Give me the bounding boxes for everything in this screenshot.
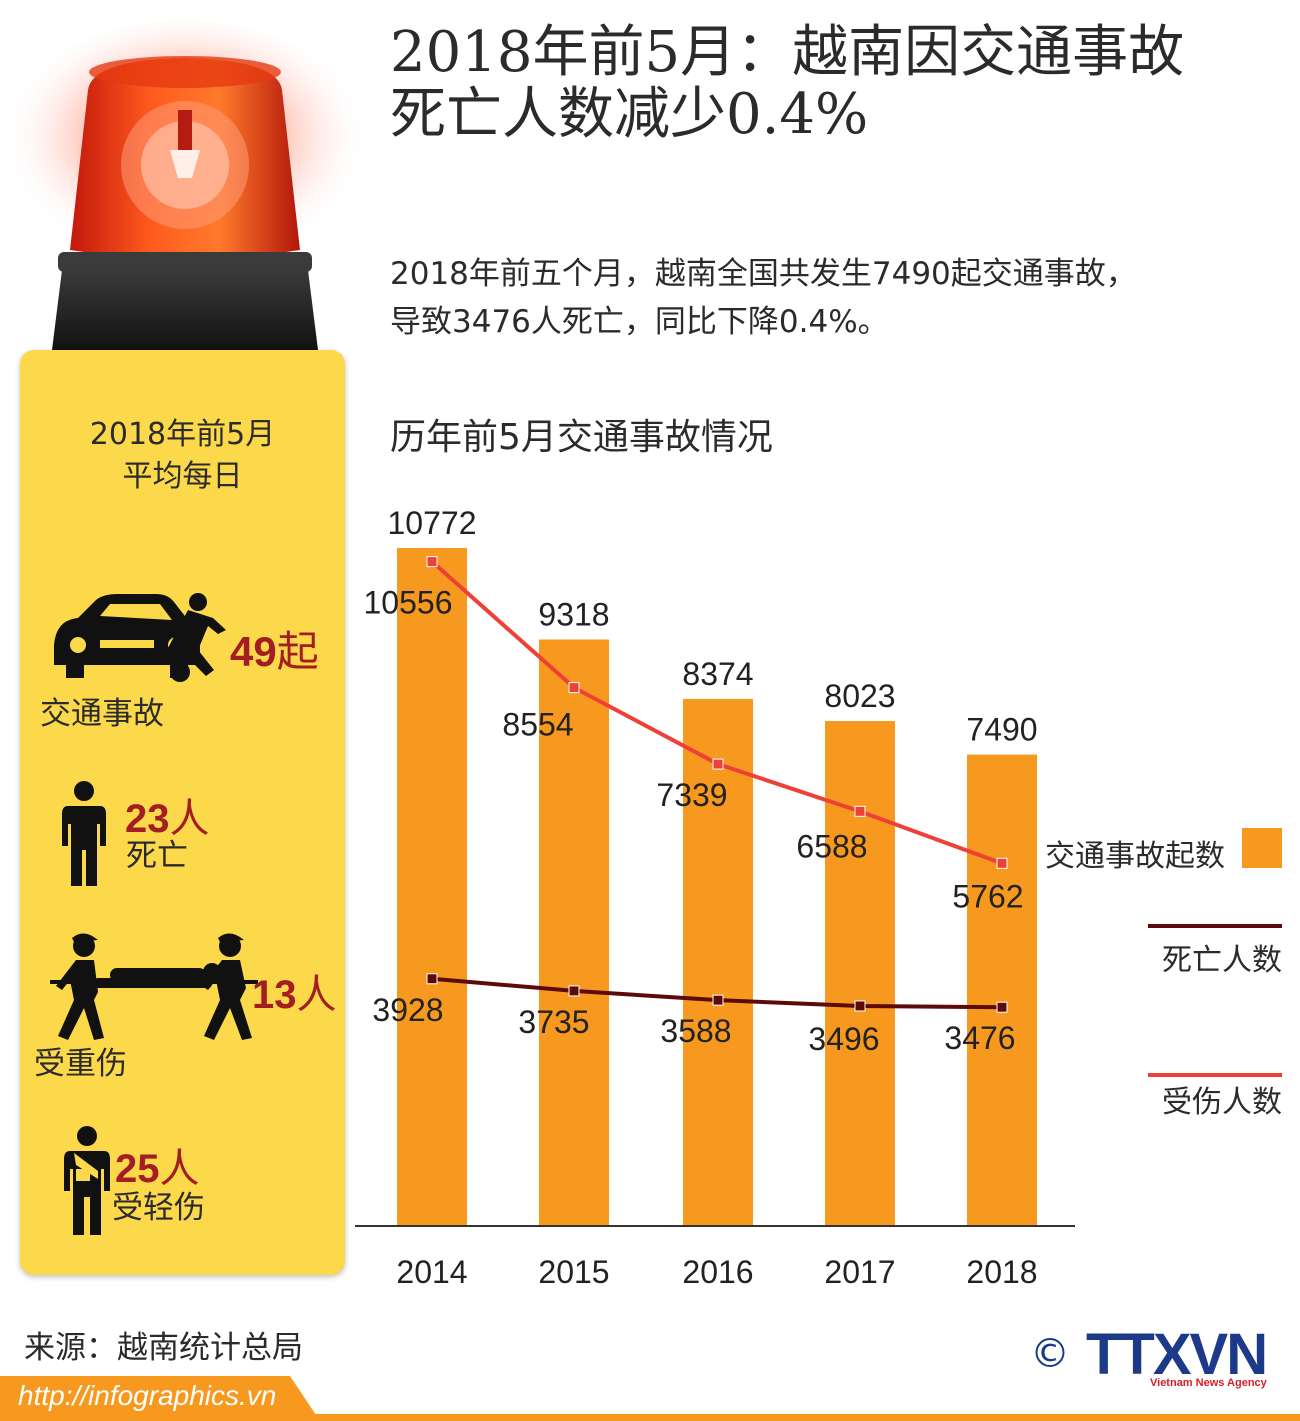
legend-deaths-label: 死亡人数 [1162, 943, 1282, 978]
panel-heading-line-1: 2018年前5月 [89, 417, 276, 452]
panel-heading-line-2: 平均每日 [122, 459, 243, 494]
x-tick-labels: 2014 2015 2016 2017 2018 [396, 1254, 1037, 1290]
person-icon [62, 781, 106, 886]
website-url[interactable]: http://infographics.vn [18, 1380, 277, 1411]
bar-value-label: 8374 [682, 656, 753, 692]
light-stat: 25人 [115, 1136, 200, 1194]
serious-number: 13 [252, 973, 297, 1017]
bar-value-label: 9318 [538, 597, 609, 633]
intro-line-2: 导致3476人死亡，同比下降0.4%。 [390, 304, 889, 340]
legend-injured-label: 受伤人数 [1162, 1085, 1282, 1120]
x-tick-2014: 2014 [396, 1254, 467, 1290]
deaths-number: 23 [125, 797, 170, 841]
x-tick-2016: 2016 [682, 1254, 753, 1290]
car-crash-icon [54, 593, 226, 682]
accident-chart: 10772 9318 8374 8023 7490 10556 8554 7339 6588 57… [355, 505, 1282, 1290]
injured-point [568, 682, 580, 694]
stretcher-icon [50, 933, 258, 1040]
copyright-mark: © [1030, 1331, 1070, 1377]
deaths-value-label: 3928 [372, 992, 443, 1028]
deaths-stat: 23人 [125, 786, 210, 844]
injured-person-icon [64, 1126, 110, 1235]
serious-stat: 13人 [252, 962, 337, 1020]
deaths-label: 死亡 [126, 838, 188, 874]
intro-text: 2018年前五个月，越南全国共发生7490起交通事故， 导致3476人死亡，同比… [390, 250, 1290, 346]
light-label: 受轻伤 [112, 1190, 205, 1226]
serious-label: 受重伤 [34, 1046, 127, 1082]
injured-value-label: 5762 [952, 878, 1023, 914]
x-tick-2017: 2017 [824, 1254, 895, 1290]
deaths-point [426, 973, 438, 985]
chart-title: 历年前5月交通事故情况 [390, 417, 773, 458]
injured-value-label: 6588 [796, 828, 867, 864]
legend-bar-swatch [1242, 828, 1282, 868]
accidents-unit: 起 [276, 627, 319, 676]
light-unit: 人 [159, 1146, 200, 1192]
injured-point [426, 556, 438, 568]
deaths-value-label: 3476 [944, 1020, 1015, 1056]
bar-2014 [397, 548, 467, 1226]
bars-layer [397, 548, 1037, 1226]
light-number: 25 [115, 1147, 160, 1191]
intro-line-1: 2018年前五个月，越南全国共发生7490起交通事故， [390, 256, 1137, 292]
x-tick-2015: 2015 [538, 1254, 609, 1290]
legend-bar-label: 交通事故起数 [1045, 839, 1225, 874]
injured-value-label: 8554 [502, 707, 573, 743]
x-tick-2018: 2018 [966, 1254, 1037, 1290]
bar-2016 [683, 698, 753, 1226]
deaths-value-label: 3735 [518, 1004, 589, 1040]
source-note: 来源：越南统计总局 [24, 1330, 303, 1366]
daily-average-panel: 2018年前5月 平均每日 49起 交通事故 23人 死亡 [20, 350, 345, 1275]
bar-value-label: 7490 [966, 712, 1037, 748]
injured-point [854, 805, 866, 817]
deaths-point [712, 994, 724, 1006]
injured-point [712, 758, 724, 770]
injured-value-label: 7339 [656, 777, 727, 813]
deaths-value-label: 3496 [808, 1021, 879, 1057]
siren-illustration [0, 20, 360, 361]
labels-layer: 10772 9318 8374 8023 7490 10556 8554 7339 6588 57… [364, 505, 1038, 1057]
bar-2017 [825, 721, 895, 1226]
injured-point [996, 857, 1008, 869]
panel-heading: 2018年前5月 平均每日 [20, 414, 345, 498]
lines-layer [426, 556, 1008, 1013]
title-line-1: 2018年前5月：越南因交通事故 [390, 20, 1185, 85]
deaths-point [996, 1001, 1008, 1013]
bar-value-label: 10772 [388, 505, 477, 541]
page-title: 2018年前5月：越南因交通事故 死亡人数减少0.4% [390, 22, 1290, 146]
bar-2018 [967, 754, 1037, 1226]
logo-brand: TTXVN [1086, 1322, 1268, 1387]
accidents-label: 交通事故 [40, 696, 164, 732]
deaths-point [568, 985, 580, 997]
deaths-unit: 人 [169, 796, 210, 842]
accidents-number: 49 [230, 628, 277, 675]
serious-unit: 人 [296, 972, 337, 1018]
bar-2015 [539, 639, 609, 1226]
bar-value-label: 8023 [824, 678, 895, 714]
footer-bar [0, 1376, 1300, 1421]
logo-subtitle: Vietnam News Agency [1150, 1377, 1267, 1389]
accidents-stat: 49起 [230, 618, 319, 679]
chart-legend: 交通事故起数 死亡人数 受伤人数 [1045, 828, 1282, 1120]
deaths-value-label: 3588 [660, 1013, 731, 1049]
deaths-point [854, 1000, 866, 1012]
injured-value-label: 10556 [364, 585, 453, 621]
title-line-2: 死亡人数减少0.4% [390, 82, 869, 147]
